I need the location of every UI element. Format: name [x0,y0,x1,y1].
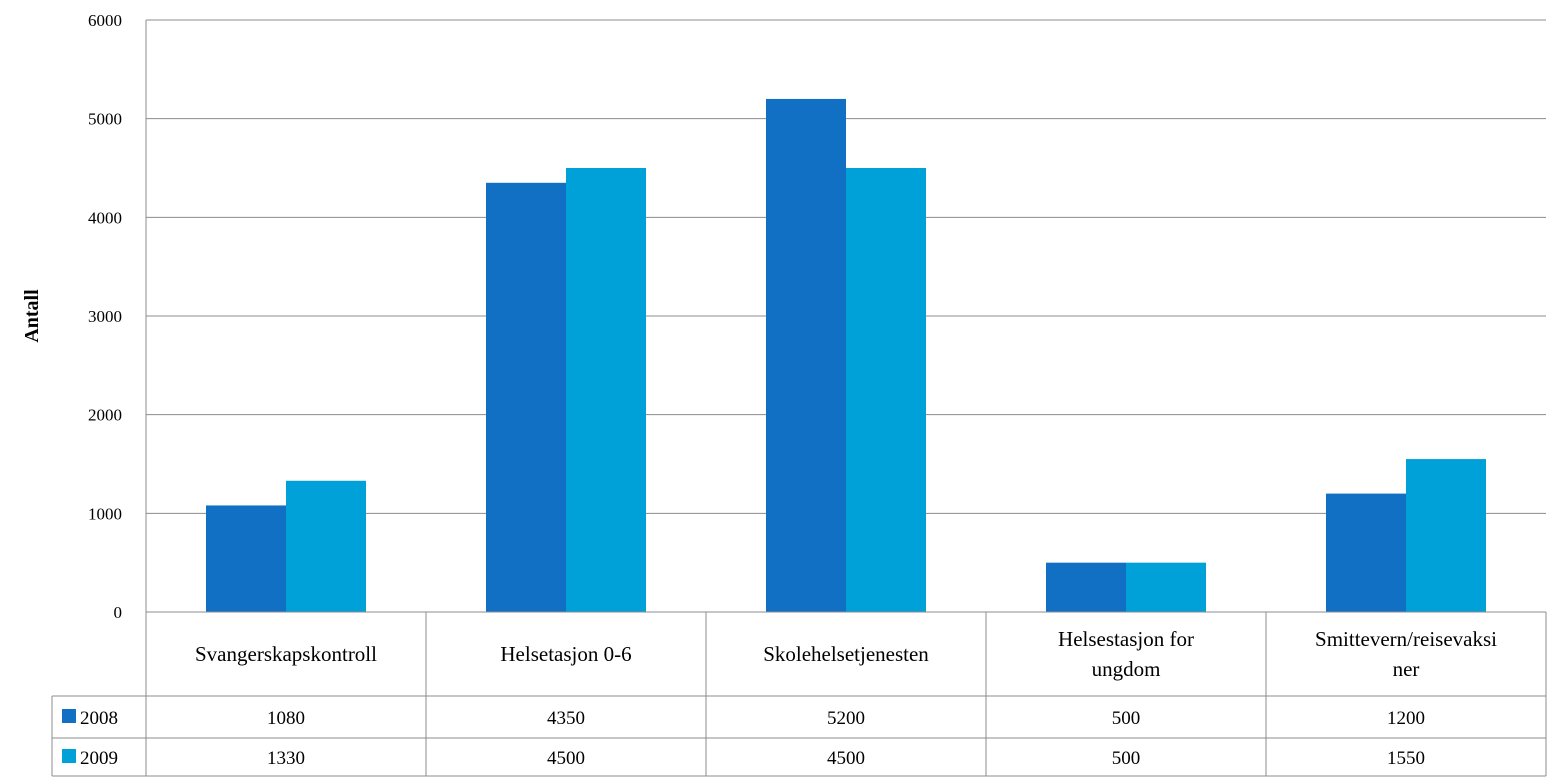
bar-2009-4 [1126,562,1206,612]
category-label: Helsetasjon 0-6 [500,642,631,666]
legend-key-2008 [62,709,76,723]
legend-label: 2009 [80,748,118,769]
category-label: Helsestasjon for [1058,627,1194,651]
y-tick-label: 1000 [88,504,122,523]
category-label: Svangerskapskontroll [195,642,377,666]
bar-2008-2 [486,182,566,613]
category-label: Smittevern/reisevaksi [1315,627,1497,651]
bar-2008-5 [1326,493,1406,612]
category-label: ungdom [1092,657,1161,681]
bar-2009-5 [1406,459,1486,612]
bar-2009-3 [846,168,926,612]
bar-2008-3 [766,98,846,612]
bar-2008-4 [1046,562,1126,612]
data-table-value: 1080 [267,708,305,729]
bar-2009-2 [566,168,646,612]
y-tick-label: 2000 [88,406,122,425]
legend-key-2009 [62,749,76,763]
bar-2008-1 [206,505,286,612]
data-table-value: 4350 [547,708,585,729]
category-label: Skolehelsetjenesten [763,642,929,666]
y-axis-ticks: 0 1000 2000 3000 4000 5000 6000 [88,11,122,622]
data-table-value: 5200 [827,708,865,729]
data-table-value: 500 [1112,708,1141,729]
data-table-value: 1330 [267,748,305,769]
y-axis-label: Antall [21,289,43,343]
data-table-value: 1550 [1387,748,1425,769]
data-table-value: 500 [1112,748,1141,769]
data-table-value: 4500 [547,748,585,769]
bars [206,98,1486,613]
data-table-value: 1200 [1387,708,1425,729]
y-tick-label: 0 [114,603,123,622]
data-table: Svangerskapskontroll Helsetasjon 0-6 Skole… [51,611,1547,777]
y-tick-label: 3000 [88,307,122,326]
data-table-value: 4500 [827,748,865,769]
bar-2009-1 [286,480,366,612]
category-label: ner [1393,657,1420,681]
y-tick-label: 5000 [88,110,122,129]
legend-label: 2008 [80,708,118,729]
y-tick-label: 4000 [88,208,122,227]
y-tick-label: 6000 [88,11,122,30]
